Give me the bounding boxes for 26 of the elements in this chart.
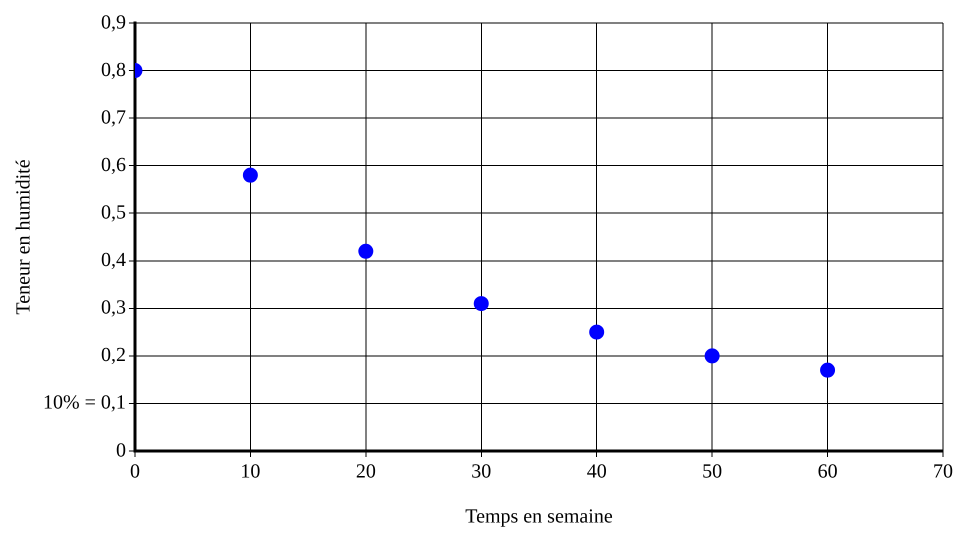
point	[474, 296, 489, 312]
x-tick-label: 0	[130, 460, 140, 482]
y-tick-label: 0,6	[100, 154, 126, 176]
y-tick-label: 0	[116, 439, 126, 462]
x-axis-title: Temps en semaine	[465, 505, 613, 528]
y-tick-label: 0,3	[100, 296, 126, 319]
x-tick-label: 10	[240, 460, 260, 482]
y-tick-label: 0,7	[100, 106, 126, 128]
x-tick-label: 50	[702, 460, 722, 482]
y-tick-label: 0,9	[100, 11, 126, 34]
y-tick-label: 0,2	[100, 344, 126, 366]
point	[242, 168, 258, 183]
y-tick-label: 0,5	[100, 201, 126, 224]
y-tick-label: 10% = 0,1	[42, 392, 126, 414]
point	[820, 362, 836, 378]
y-tick-label: 0,4	[100, 249, 126, 272]
x-tick-label: 20	[356, 460, 376, 482]
x-tick-label: 30	[471, 460, 492, 482]
point	[704, 348, 720, 364]
y-axis-title: Teneur en humidité	[12, 159, 34, 315]
x-tick-label: 70	[933, 460, 953, 482]
y-tick-label: 0,8	[100, 58, 126, 81]
x-tick-label: 40	[586, 460, 607, 482]
point	[358, 244, 374, 259]
point	[589, 324, 604, 340]
x-tick-label: 60	[818, 460, 838, 482]
